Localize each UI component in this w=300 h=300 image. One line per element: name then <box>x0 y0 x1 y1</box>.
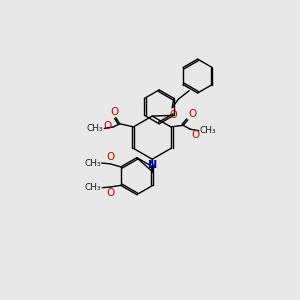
Text: O: O <box>169 110 177 120</box>
Text: CH₃: CH₃ <box>87 124 104 133</box>
Text: N: N <box>148 160 157 170</box>
Text: O: O <box>106 152 114 162</box>
Text: CH₃: CH₃ <box>84 158 101 167</box>
Text: CH₃: CH₃ <box>200 126 216 135</box>
Text: CH₃: CH₃ <box>85 183 102 192</box>
Text: O: O <box>104 121 112 131</box>
Text: O: O <box>189 109 197 119</box>
Text: O: O <box>110 107 118 117</box>
Text: O: O <box>191 130 199 140</box>
Text: O: O <box>107 188 115 199</box>
